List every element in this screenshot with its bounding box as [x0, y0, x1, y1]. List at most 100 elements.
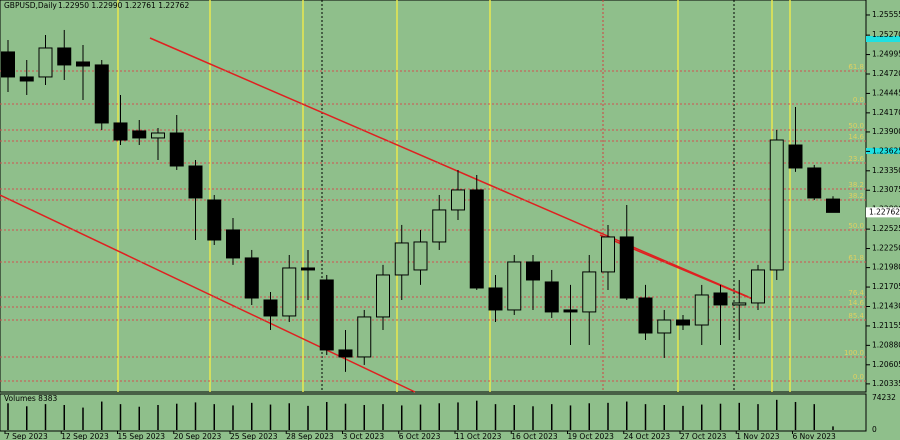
fib-label: 0.0 [853, 373, 864, 381]
candle-body [582, 271, 597, 313]
candle-body [432, 209, 447, 243]
candle-body [1, 51, 15, 78]
candle-body [376, 274, 390, 318]
fib-label: 61.8 [848, 254, 864, 262]
candle-body [563, 309, 578, 313]
y-tick-label: 1.25555 [872, 10, 900, 19]
candle-body [413, 241, 428, 271]
x-tick-label: 1 Nov 2023 [736, 432, 779, 440]
x-tick-label: 28 Sep 2023 [286, 432, 334, 440]
x-tick-label: 7 Sep 2023 [5, 432, 48, 440]
candle-body [226, 229, 240, 259]
y-tick-label: 1.20605 [872, 360, 900, 369]
fib-label: 38.2 [848, 181, 864, 189]
last-price-box [866, 207, 900, 218]
fib-label: 76.4 [848, 289, 864, 297]
x-tick-label: 3 Oct 2023 [343, 432, 385, 440]
volume-tick-label: 0 [872, 425, 877, 434]
y-tick-label: 1.25270 [872, 30, 900, 39]
volume-tick-label: 74232 [872, 393, 896, 402]
fib-label: 85.4 [848, 312, 864, 320]
fib-label: 14.6 [848, 299, 864, 307]
y-tick-label: 1.22250 [872, 244, 900, 253]
candle-body [526, 261, 540, 281]
candle-body [38, 47, 53, 78]
candle-body [188, 165, 203, 199]
fib-label: 50.0 [848, 222, 864, 230]
candle-body [826, 198, 840, 213]
candle-body [488, 287, 503, 311]
volume-title: Volumes 8383 [4, 394, 58, 403]
candle-body [301, 267, 315, 271]
x-tick-label: 24 Oct 2023 [624, 432, 671, 440]
candle-body [282, 267, 297, 317]
candle-body [807, 167, 822, 199]
y-tick-label: 1.23350 [872, 166, 900, 175]
period-separators [117, 0, 791, 392]
fib-label: 100.0 [844, 349, 864, 357]
y-tick-label: 1.24995 [872, 50, 900, 59]
candle-body [676, 319, 690, 326]
y-tick-label: 1.23900 [872, 127, 900, 136]
x-tick-label: 19 Oct 2023 [568, 432, 615, 440]
y-tick-label: 1.23075 [872, 185, 900, 194]
month-separators [321, 0, 735, 392]
x-tick-label: 6 Nov 2023 [793, 432, 836, 440]
candle-body [694, 294, 709, 326]
y-tick-label: 1.24170 [872, 108, 900, 117]
y-tick-label: 1.22525 [872, 224, 900, 233]
x-tick-label: 20 Sep 2023 [174, 432, 222, 440]
quote: 1.22950 1.22990 1.22761 1.22762 [58, 1, 189, 10]
candle-body [601, 236, 615, 273]
candle-body [713, 292, 728, 306]
fib-label: 14.6 [848, 133, 864, 141]
candle-body [76, 61, 90, 67]
y-tick-label: 1.24720 [872, 69, 900, 78]
y-tick-label: 1.21705 [872, 282, 900, 291]
y-tick-label: 1.21980 [872, 263, 900, 272]
candle-body [657, 319, 672, 334]
y-tick-label: 1.21155 [872, 321, 900, 330]
x-tick-label: 12 Sep 2023 [61, 432, 109, 440]
x-tick-label: 15 Sep 2023 [118, 432, 166, 440]
candle-body [19, 76, 34, 82]
price-panel [0, 0, 867, 393]
candle-body [151, 132, 165, 139]
last-price-label: 1.22762 [869, 207, 900, 216]
candle-body [132, 130, 147, 139]
candle-body [638, 297, 653, 334]
candle-body [619, 236, 634, 299]
y-tick-label: 1.24445 [872, 88, 900, 97]
candle-body [544, 281, 559, 313]
candle-body [394, 242, 409, 276]
fib-label: 0.0 [853, 96, 864, 104]
x-tick-label: 27 Oct 2023 [680, 432, 727, 440]
candle-body [469, 189, 484, 289]
candle-body [788, 144, 803, 169]
fib-label: 61.8 [848, 63, 864, 71]
chart-title: GBPUSD,Daily [4, 1, 57, 10]
axis-marker [866, 36, 900, 42]
candle-body [732, 302, 747, 306]
candle-body [263, 299, 278, 317]
fib-label: 38.2 [848, 192, 864, 200]
fib-label: 50.0 [848, 122, 864, 130]
candle-body [94, 64, 109, 124]
y-tick-label: 1.23625 [872, 146, 900, 155]
candle-body [769, 139, 784, 271]
candle-body [357, 316, 372, 358]
candle-body [338, 349, 353, 358]
fib-label: 23.6 [848, 155, 864, 163]
x-tick-label: 25 Sep 2023 [230, 432, 278, 440]
candle-body [57, 47, 72, 66]
candle-body [319, 279, 334, 351]
x-tick-label: 11 Oct 2023 [455, 432, 502, 440]
candle-body [751, 269, 765, 304]
volume-panel [0, 393, 867, 432]
candle-body [244, 257, 259, 299]
y-tick-label: 1.21430 [872, 301, 900, 310]
candle-body [507, 261, 522, 311]
candle-body [113, 122, 128, 141]
